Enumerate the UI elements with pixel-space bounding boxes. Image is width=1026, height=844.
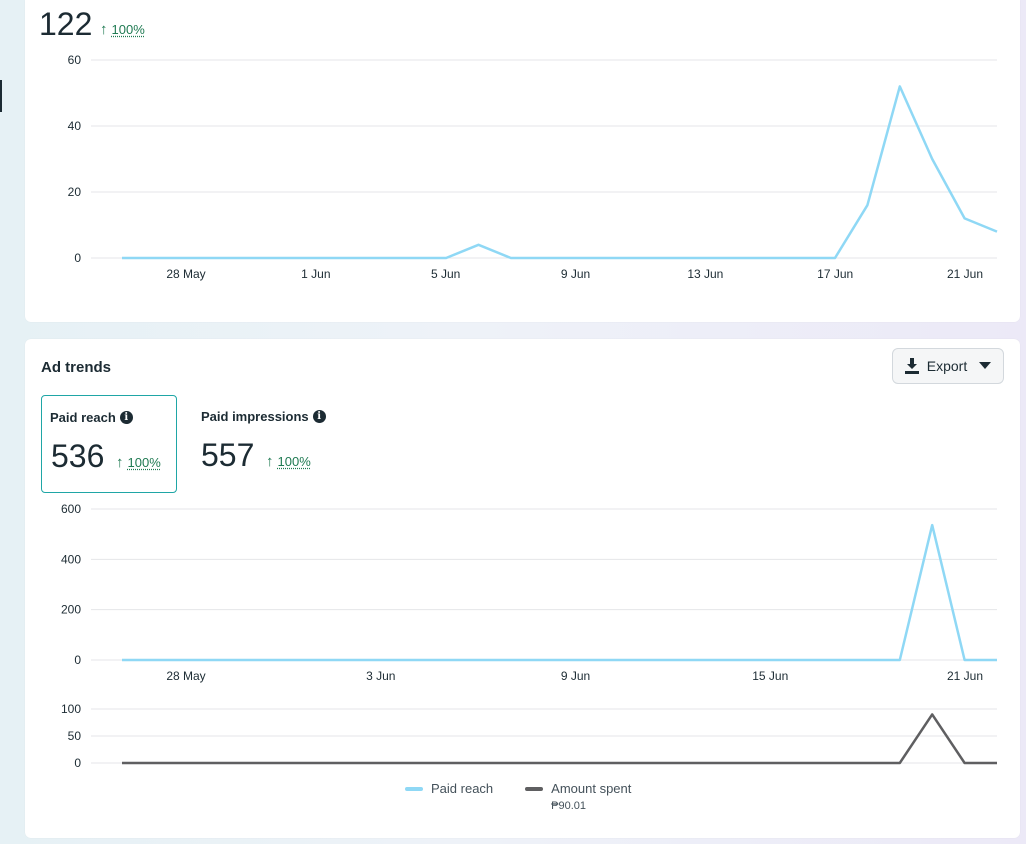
top-metric-card: 122 ↑ 100% 0 20 40 60 28 May 1 Jun 5 Jun 9 Jun 1… bbox=[25, 0, 1020, 322]
top-line-chart: 0 20 40 60 28 May 1 Jun 5 Jun 9 Jun 13 Jun 17 Jun… bbox=[68, 53, 998, 281]
y-tick-label: 0 bbox=[74, 251, 81, 265]
x-tick-label: 28 May bbox=[166, 669, 205, 683]
legend-label: Amount spent bbox=[551, 781, 632, 796]
x-tick-label: 1 Jun bbox=[301, 267, 330, 281]
x-tick-label: 9 Jun bbox=[561, 669, 590, 683]
series-line bbox=[122, 523, 997, 662]
arrow-up-icon: ↑ bbox=[266, 453, 274, 470]
export-label: Export bbox=[926, 358, 968, 374]
metric-tab-paid-reach[interactable]: Paid reach i 536 ↑ 100% bbox=[41, 395, 177, 493]
y-tick-label: 400 bbox=[61, 552, 81, 566]
arrow-up-icon: ↑ bbox=[100, 21, 108, 38]
metric-value: 536 bbox=[51, 438, 105, 474]
delta-percent[interactable]: 100% bbox=[277, 454, 311, 469]
legend-label: Paid reach bbox=[431, 781, 494, 796]
amount-spent-chart: 0 50 100 bbox=[61, 702, 997, 770]
legend-item-amount-spent[interactable]: Amount spent ₱90.01 bbox=[525, 781, 631, 812]
y-tick-label: 50 bbox=[68, 729, 82, 743]
x-tick-label: 9 Jun bbox=[561, 267, 590, 281]
export-button[interactable]: Export bbox=[892, 348, 1004, 384]
metric-delta: ↑ 100% bbox=[116, 455, 161, 470]
y-tick-label: 40 bbox=[68, 119, 82, 133]
y-tick-label: 60 bbox=[68, 53, 82, 67]
metric-label-text: Paid reach bbox=[50, 410, 116, 425]
legend-item-paid-reach[interactable]: Paid reach bbox=[405, 781, 493, 812]
x-tick-label: 5 Jun bbox=[431, 267, 460, 281]
delta-percent[interactable]: 100% bbox=[127, 455, 161, 470]
y-tick-label: 20 bbox=[68, 185, 82, 199]
left-edge-marker bbox=[0, 80, 2, 112]
y-tick-label: 0 bbox=[74, 756, 81, 770]
x-tick-label: 28 May bbox=[166, 267, 205, 281]
x-tick-label: 21 Jun bbox=[947, 267, 983, 281]
info-icon[interactable]: i bbox=[119, 411, 133, 424]
series-line bbox=[122, 713, 997, 765]
arrow-up-icon: ↑ bbox=[116, 454, 124, 471]
metric-tab-paid-impressions[interactable]: Paid impressions i 557 ↑ 100% bbox=[193, 395, 373, 493]
legend-swatch bbox=[405, 787, 423, 791]
y-tick-label: 200 bbox=[61, 603, 81, 617]
metric-label-text: Paid impressions bbox=[201, 409, 309, 424]
paid-reach-chart: 0 200 400 600 28 May 3 Jun 9 Jun 15 Jun 21 Jun bbox=[61, 502, 997, 683]
x-tick-label: 15 Jun bbox=[752, 669, 788, 683]
x-tick-label: 17 Jun bbox=[817, 267, 853, 281]
metric-label: Paid reach i bbox=[50, 410, 133, 425]
legend-swatch bbox=[525, 787, 544, 791]
download-icon bbox=[904, 358, 919, 374]
series-line bbox=[122, 85, 998, 260]
section-title: Ad trends bbox=[41, 359, 112, 376]
total-delta: ↑ 100% bbox=[100, 22, 145, 37]
y-tick-label: 100 bbox=[61, 702, 81, 716]
ad-trends-card: Ad trends Export Paid reach i 536 ↑ 100%… bbox=[25, 339, 1020, 838]
x-tick-label: 13 Jun bbox=[687, 267, 723, 281]
info-icon[interactable]: i bbox=[312, 410, 326, 423]
metric-delta: ↑ 100% bbox=[266, 454, 311, 469]
metric-label: Paid impressions i bbox=[201, 409, 326, 424]
x-tick-label: 21 Jun bbox=[947, 669, 983, 683]
caret-down-icon bbox=[979, 362, 992, 369]
delta-percent[interactable]: 100% bbox=[111, 22, 145, 37]
y-tick-label: 0 bbox=[74, 653, 81, 667]
metric-value: 557 bbox=[201, 437, 255, 473]
total-value: 122 bbox=[39, 6, 93, 42]
legend-amount: ₱90.01 bbox=[551, 800, 587, 812]
chart-legend: Paid reach Amount spent ₱90.01 bbox=[405, 781, 631, 812]
y-tick-label: 600 bbox=[61, 502, 81, 516]
x-tick-label: 3 Jun bbox=[366, 669, 395, 683]
